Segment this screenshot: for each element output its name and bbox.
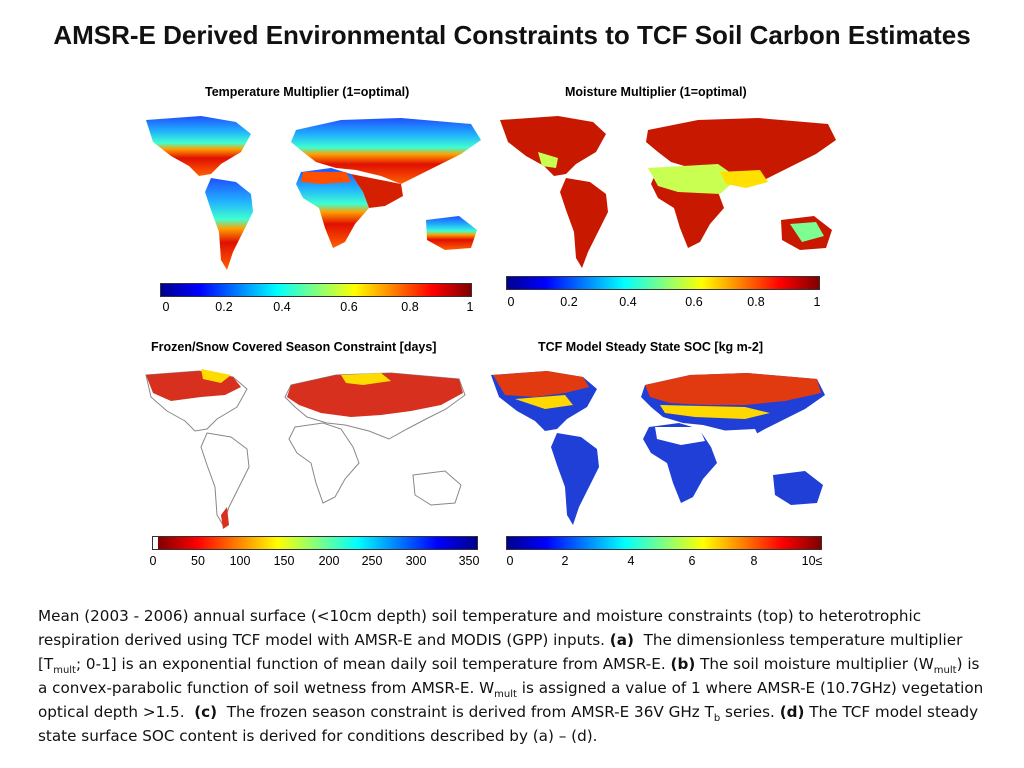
caption-text: The TCF model steady state surface SOC c…	[38, 703, 979, 745]
moisture-tick: 0	[507, 295, 515, 309]
caption-text: Mean (2003 - 2006) annual surface (<10cm…	[38, 607, 922, 649]
caption-text: series.	[725, 703, 775, 721]
figure-caption: Mean (2003 - 2006) annual surface (<10cm…	[38, 604, 988, 748]
caption-text: The dimensionless temperature multiplier…	[38, 631, 963, 673]
soc-tick: 2	[561, 554, 569, 568]
panel-title-soc: TCF Model Steady State SOC [kg m-2]	[538, 340, 764, 354]
caption-subscript: b	[713, 713, 721, 725]
caption-text: is assigned a value of 1 where AMSR-E (1…	[38, 679, 984, 721]
temperature-colorbar	[160, 283, 472, 297]
temperature-tick: 0.4	[273, 300, 291, 314]
frozen-tick: 200	[318, 554, 340, 568]
temperature-tick: 0.8	[401, 300, 419, 314]
caption-subscript: mult	[933, 665, 957, 677]
caption-label-a: (a)	[609, 631, 634, 649]
caption-text: The soil moisture multiplier (W	[700, 655, 934, 673]
soc-tick: 4	[627, 554, 635, 568]
frozen-tick: 350	[458, 554, 480, 568]
frozen-tick: 100	[229, 554, 251, 568]
soc-tick: 6	[688, 554, 696, 568]
frozen-season-map	[141, 365, 469, 535]
caption-label-c: (c)	[194, 703, 218, 721]
caption-label-b: (b)	[670, 655, 696, 673]
slide-title: AMSR-E Derived Environmental Constraints…	[53, 20, 971, 50]
temperature-tick: 0.2	[215, 300, 233, 314]
caption-subscript: mult	[53, 665, 76, 677]
frozen-tick: 150	[273, 554, 295, 568]
caption-text: ; 0-1] is an exponential function of mea…	[75, 655, 666, 673]
temperature-tick: 0.6	[340, 300, 358, 314]
moisture-tick: 0.2	[560, 295, 578, 309]
temperature-map	[141, 112, 487, 280]
frozen-tick: 50	[191, 554, 205, 568]
frozen-colorbar	[152, 536, 478, 550]
caption-label-d: (d)	[779, 703, 805, 721]
caption-text: The frozen season constraint is derived …	[226, 703, 714, 721]
soc-tick: 10≤	[801, 554, 823, 568]
frozen-tick: 0	[149, 554, 157, 568]
panel-title-temperature: Temperature Multiplier (1=optimal)	[205, 85, 410, 99]
panel-title-frozen: Frozen/Snow Covered Season Constraint [d…	[151, 340, 437, 354]
soc-map	[485, 365, 837, 535]
panel-title-moisture: Moisture Multiplier (1=optimal)	[565, 85, 747, 99]
caption-subscript: mult	[494, 689, 517, 701]
moisture-map	[498, 112, 838, 272]
soc-colorbar	[506, 536, 822, 550]
frozen-tick: 250	[361, 554, 383, 568]
moisture-colorbar	[506, 276, 820, 290]
soc-tick: 0	[506, 554, 514, 568]
moisture-tick: 0.8	[747, 295, 765, 309]
caption-text: ) is a convex-parabolic function of soil…	[38, 655, 980, 697]
temperature-tick: 0	[162, 300, 170, 314]
moisture-tick: 0.4	[619, 295, 637, 309]
temperature-tick: 1	[466, 300, 474, 314]
frozen-tick: 300	[405, 554, 427, 568]
moisture-tick: 0.6	[685, 295, 703, 309]
moisture-tick: 1	[813, 295, 821, 309]
soc-tick: 8	[750, 554, 758, 568]
